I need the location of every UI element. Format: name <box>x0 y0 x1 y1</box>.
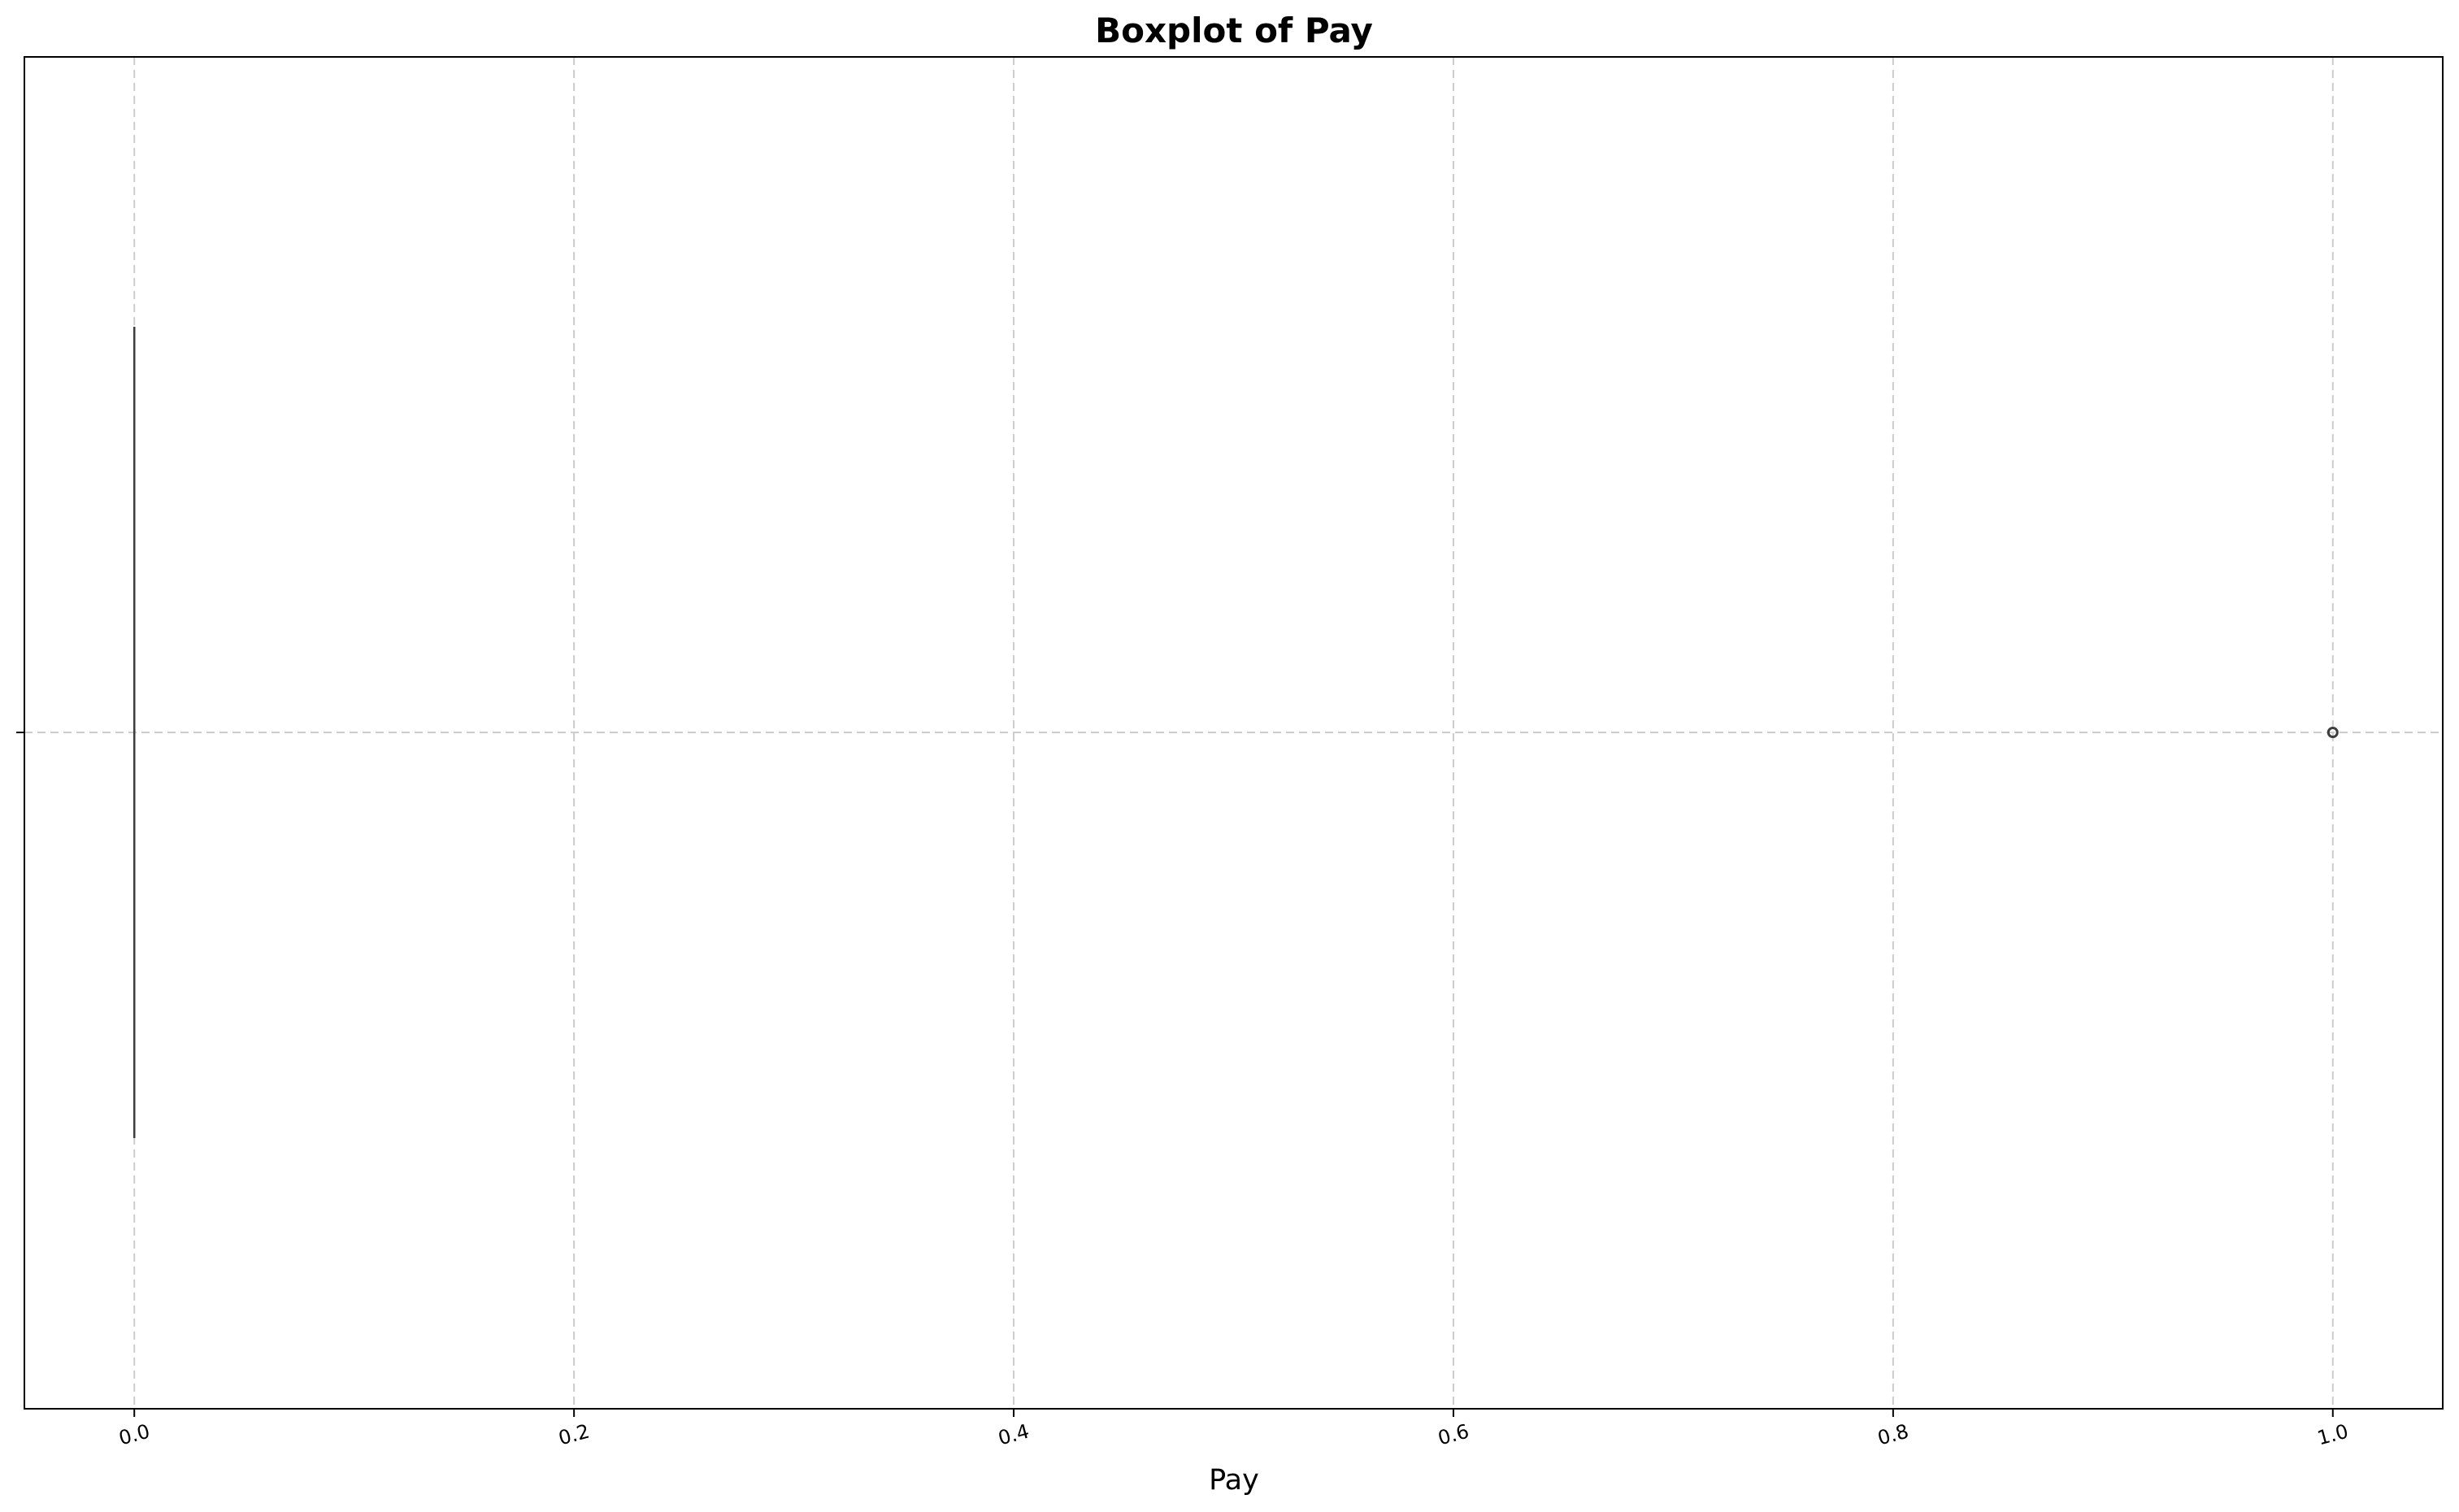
x-axis-label: Pay <box>1209 1464 1259 1497</box>
outlier-point <box>2326 727 2339 738</box>
chart-title: Boxplot of Pay <box>1095 11 1373 50</box>
grid-lines <box>24 57 2443 1409</box>
box-elements <box>133 327 2339 1138</box>
